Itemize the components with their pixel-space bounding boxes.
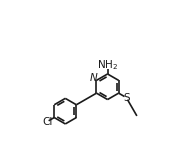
- Text: NH$_2$: NH$_2$: [97, 59, 118, 72]
- Text: Cl: Cl: [42, 117, 52, 127]
- Text: N: N: [89, 74, 97, 83]
- Text: S: S: [123, 92, 130, 103]
